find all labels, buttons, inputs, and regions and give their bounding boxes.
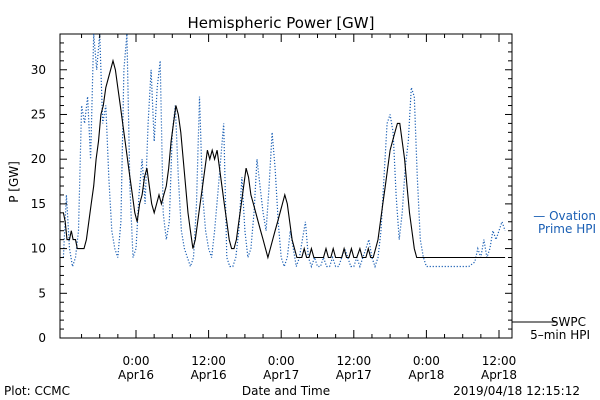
x-tick-label-date: Apr16: [118, 368, 154, 382]
timestamp: 2019/04/18 12:15:12: [453, 384, 580, 398]
legend-ovation-line1: — Ovation: [533, 209, 596, 223]
series-layer: [62, 34, 506, 269]
x-tick-label-time: 12:00: [191, 354, 226, 368]
legend-swpc-line2: 5–min HPI: [530, 328, 590, 342]
legend: — Ovation Prime HPI SWPC 5–min HPI: [512, 209, 596, 342]
ovation-prime-hpi-line: [62, 34, 506, 269]
x-tick-label-date: Apr17: [263, 368, 299, 382]
x-tick-label-time: 12:00: [337, 354, 372, 368]
chart-title: Hemispheric Power [GW]: [188, 14, 375, 32]
x-tick-label-date: Apr18: [481, 368, 517, 382]
y-tick-label: 25: [31, 107, 46, 121]
axes: 0510152025300:00Apr1612:00Apr160:00Apr17…: [31, 33, 517, 382]
y-tick-label: 20: [31, 152, 46, 166]
x-tick-label-date: Apr18: [408, 368, 444, 382]
y-tick-label: 10: [31, 242, 46, 256]
y-tick-label: 5: [38, 286, 46, 300]
x-tick-label-time: 0:00: [413, 354, 440, 368]
x-tick-label-date: Apr16: [191, 368, 227, 382]
x-tick-label-time: 12:00: [482, 354, 517, 368]
x-axis-label: Date and Time: [242, 384, 330, 398]
y-tick-label: 30: [31, 63, 46, 77]
swpc-5-min-hpi-line: [62, 58, 506, 260]
plot-credit: Plot: CCMC: [4, 384, 70, 398]
legend-swpc-line1: SWPC: [551, 315, 586, 329]
legend-ovation-line2: Prime HPI: [538, 222, 596, 236]
x-tick-label-time: 0:00: [123, 354, 150, 368]
y-tick-label: 15: [31, 197, 46, 211]
y-axis-label: P [GW]: [7, 161, 21, 203]
x-tick-label-date: Apr17: [336, 368, 372, 382]
y-tick-label: 0: [38, 331, 46, 345]
x-tick-label-time: 0:00: [268, 354, 295, 368]
